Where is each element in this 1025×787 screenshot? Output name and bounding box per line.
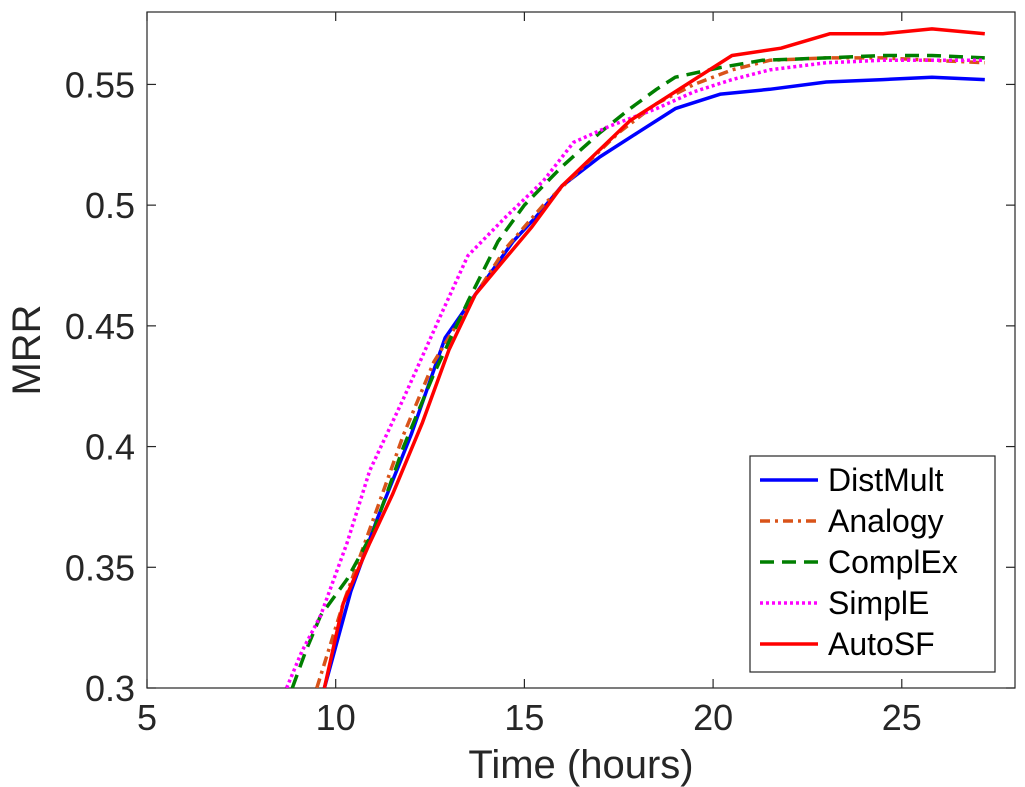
legend: DistMult Analogy ComplEx SimplE AutoSF [749, 455, 996, 673]
legend-box [749, 455, 996, 673]
series-line-simple [284, 58, 985, 688]
series-layer [284, 27, 985, 688]
series-line-complex [290, 53, 985, 688]
x-axis-ticks: 5 10 15 20 25 [137, 12, 922, 738]
legend-label-autosf: AutoSF [828, 626, 935, 662]
y-tick-label: 0.45 [65, 306, 135, 347]
x-tick-label: 5 [137, 697, 157, 738]
y-axis-ticks: 0.3 0.35 0.4 0.45 0.5 0.55 [65, 64, 1015, 709]
x-tick-label: 15 [504, 697, 544, 738]
series-line-distmult [322, 75, 985, 688]
x-tick-label: 25 [882, 697, 922, 738]
y-tick-label: 0.35 [65, 547, 135, 588]
y-tick-label: 0.3 [85, 668, 135, 709]
legend-label-distmult: DistMult [828, 462, 944, 498]
x-axis-title: Time (hours) [468, 743, 693, 787]
y-tick-label: 0.5 [85, 185, 135, 226]
y-tick-label: 0.55 [65, 64, 135, 105]
y-tick-label: 0.4 [85, 427, 135, 468]
legend-label-complex: ComplEx [828, 544, 958, 580]
x-tick-label: 10 [316, 697, 356, 738]
x-tick-label: 20 [693, 697, 733, 738]
series-line-autosf [322, 27, 985, 688]
legend-label-analogy: Analogy [828, 503, 944, 539]
legend-label-simple: SimplE [828, 585, 929, 621]
series-line-analogy [315, 56, 985, 688]
y-axis-title: MRR [5, 304, 49, 395]
